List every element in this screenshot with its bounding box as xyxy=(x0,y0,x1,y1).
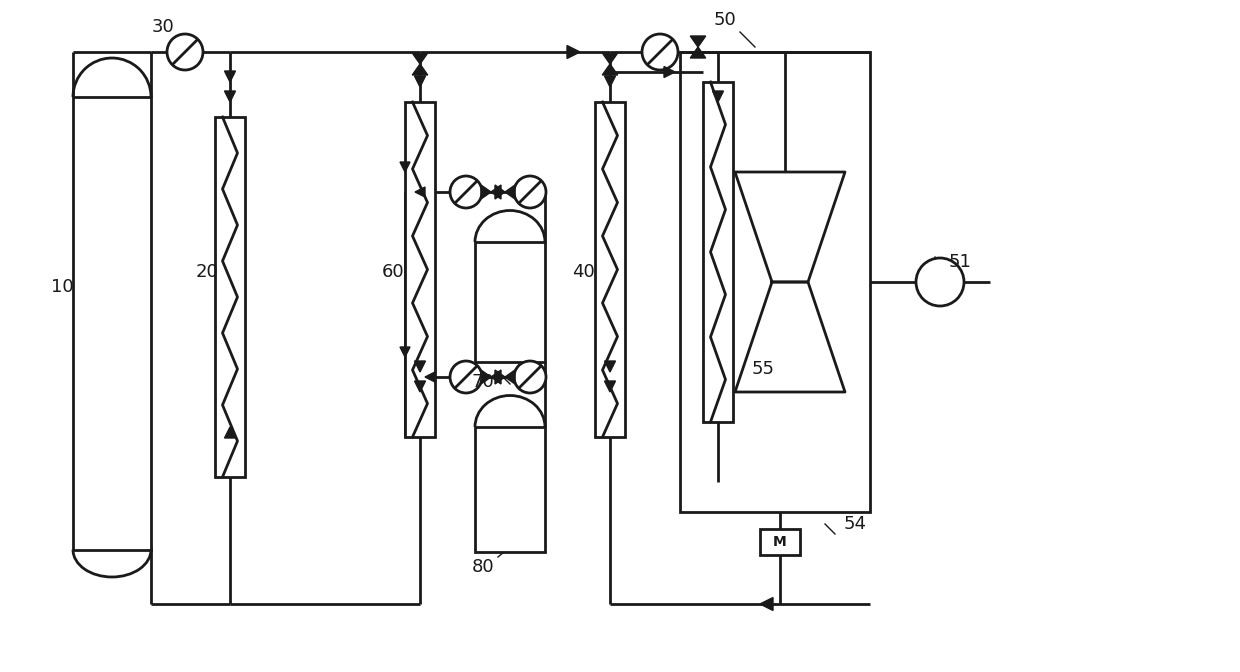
Text: 51: 51 xyxy=(949,253,971,271)
Polygon shape xyxy=(425,372,435,382)
Polygon shape xyxy=(491,185,501,199)
Text: 80: 80 xyxy=(471,558,495,576)
Polygon shape xyxy=(760,597,773,610)
Polygon shape xyxy=(603,64,618,75)
Polygon shape xyxy=(415,187,425,197)
Polygon shape xyxy=(224,91,236,102)
Polygon shape xyxy=(414,76,425,87)
Polygon shape xyxy=(605,76,615,87)
Bar xyxy=(703,82,733,422)
Circle shape xyxy=(450,361,482,393)
Text: 50: 50 xyxy=(714,11,737,29)
Text: 20: 20 xyxy=(196,263,218,281)
Polygon shape xyxy=(567,46,580,58)
Polygon shape xyxy=(691,47,706,58)
Polygon shape xyxy=(735,172,844,282)
Text: 54: 54 xyxy=(843,515,867,533)
Circle shape xyxy=(167,34,203,70)
Bar xyxy=(595,102,625,437)
Bar xyxy=(475,242,546,362)
Text: 10: 10 xyxy=(51,278,73,296)
Bar xyxy=(405,102,435,437)
Circle shape xyxy=(515,361,546,393)
Circle shape xyxy=(642,34,678,70)
Polygon shape xyxy=(605,361,615,372)
Polygon shape xyxy=(605,381,615,392)
Circle shape xyxy=(450,176,482,208)
Polygon shape xyxy=(401,162,410,172)
Polygon shape xyxy=(735,282,844,392)
Bar xyxy=(215,117,246,477)
Circle shape xyxy=(916,258,963,306)
Text: 40: 40 xyxy=(572,263,594,281)
Polygon shape xyxy=(713,91,723,102)
Polygon shape xyxy=(603,53,618,64)
Polygon shape xyxy=(481,370,491,384)
Polygon shape xyxy=(505,370,515,384)
Polygon shape xyxy=(505,185,515,199)
Polygon shape xyxy=(414,381,425,392)
Bar xyxy=(680,52,870,512)
Polygon shape xyxy=(414,361,425,372)
Circle shape xyxy=(515,176,546,208)
Polygon shape xyxy=(401,347,410,357)
Polygon shape xyxy=(495,370,505,384)
Bar xyxy=(73,97,151,550)
Polygon shape xyxy=(481,185,491,199)
Text: M: M xyxy=(773,535,787,549)
Bar xyxy=(475,427,546,552)
Polygon shape xyxy=(224,71,236,82)
Text: 60: 60 xyxy=(382,263,404,281)
Polygon shape xyxy=(224,427,236,438)
Polygon shape xyxy=(491,370,501,384)
Polygon shape xyxy=(412,53,428,64)
Polygon shape xyxy=(412,64,428,75)
Text: 70: 70 xyxy=(471,373,495,391)
Polygon shape xyxy=(691,36,706,47)
Text: 55: 55 xyxy=(751,360,775,378)
Bar xyxy=(760,529,800,555)
Polygon shape xyxy=(495,185,505,199)
Polygon shape xyxy=(663,67,675,77)
Text: 30: 30 xyxy=(151,18,175,36)
